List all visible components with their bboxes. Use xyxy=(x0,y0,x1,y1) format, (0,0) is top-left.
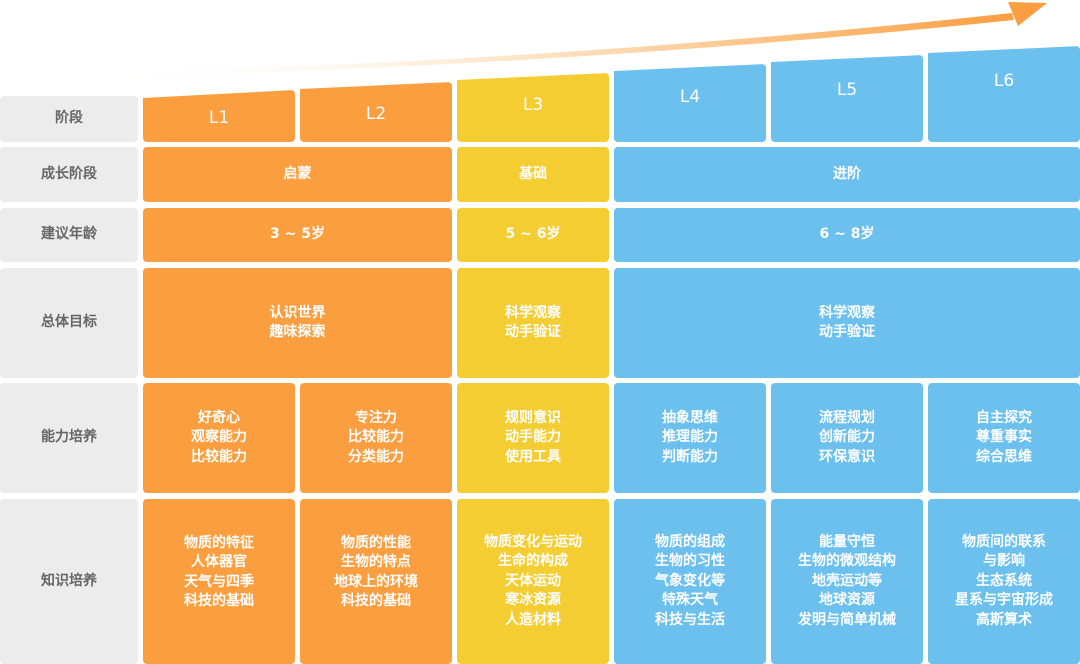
ability-l1: 好奇心 观察能力 比较能力 xyxy=(143,383,295,493)
age-3-5: 3 ~ 5岁 xyxy=(143,208,452,262)
row-label-knowledge: 知识培养 xyxy=(0,499,138,664)
knowledge-l4: 物质的组成 生物的习性 气象变化等 特殊天气 科技与生活 xyxy=(614,499,766,664)
goal-enlighten: 认识世界 趣味探索 xyxy=(143,268,452,378)
row-label-stage: 阶段 xyxy=(0,96,138,142)
knowledge-l5: 能量守恒 生物的微观结构 地壳运动等 地球资源 发明与简单机械 xyxy=(771,499,923,664)
row-label-age: 建议年龄 xyxy=(0,208,138,262)
ability-l2: 专注力 比较能力 分类能力 xyxy=(300,383,452,493)
knowledge-l6: 物质间的联系 与影响 生态系统 星系与宇宙形成 高斯算术 xyxy=(928,499,1080,664)
row-label-ability: 能力培养 xyxy=(0,383,138,493)
goal-basic: 科学观察 动手验证 xyxy=(457,268,609,378)
ability-l5: 流程规划 创新能力 环保意识 xyxy=(771,383,923,493)
knowledge-l2: 物质的性能 生物的特点 地球上的环境 科技的基础 xyxy=(300,499,452,664)
row-label-growth-stage: 成长阶段 xyxy=(0,147,138,202)
growth-stage-basic: 基础 xyxy=(457,147,609,202)
level-header-l3: L3 xyxy=(457,73,609,142)
growth-stage-advanced: 进阶 xyxy=(614,147,1080,202)
level-header-l2: L2 xyxy=(300,82,452,142)
growth-arrow-icon xyxy=(95,2,1047,77)
level-header-l1: L1 xyxy=(143,90,295,142)
ability-l3: 规则意识 动手能力 使用工具 xyxy=(457,383,609,493)
age-6-8: 6 ~ 8岁 xyxy=(614,208,1080,262)
knowledge-l3: 物质变化与运动 生命的构成 天体运动 寒冰资源 人造材料 xyxy=(457,499,609,664)
ability-l4: 抽象思维 推理能力 判断能力 xyxy=(614,383,766,493)
level-header-l5: L5 xyxy=(771,55,923,142)
knowledge-l1: 物质的特征 人体器官 天气与四季 科技的基础 xyxy=(143,499,295,664)
row-label-goal: 总体目标 xyxy=(0,268,138,378)
growth-stage-enlighten: 启蒙 xyxy=(143,147,452,202)
age-5-6: 5 ~ 6岁 xyxy=(457,208,609,262)
level-header-l4: L4 xyxy=(614,64,766,142)
ability-l6: 自主探究 尊重事实 综合思维 xyxy=(928,383,1080,493)
level-header-l6: L6 xyxy=(928,46,1080,142)
goal-advanced: 科学观察 动手验证 xyxy=(614,268,1080,378)
